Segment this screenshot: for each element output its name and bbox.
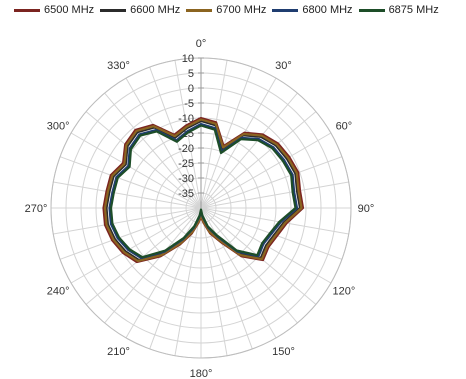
legend-item-6600: 6600 MHz — [100, 4, 180, 16]
grid-spoke — [125, 207, 202, 339]
radial-tick-label: -20 — [178, 143, 194, 155]
legend-label-6875: 6875 MHz — [388, 4, 439, 16]
angle-tick-label: 60° — [336, 121, 353, 133]
grid-spoke — [104, 207, 202, 324]
grid-spoke — [70, 207, 202, 284]
grid-spoke — [200, 207, 298, 324]
grid-spoke — [200, 132, 332, 209]
angle-tick-label: 210° — [107, 346, 130, 358]
radial-tick-label: 0 — [188, 83, 194, 95]
radial-tick-label: 5 — [188, 68, 194, 80]
radial-tick-label: -35 — [178, 188, 194, 200]
legend-swatch-6500 — [14, 8, 40, 12]
legend-label-6700: 6700 MHz — [216, 4, 267, 16]
angle-tick-label: 330° — [107, 60, 130, 72]
legend-swatch-6700 — [186, 8, 213, 12]
radial-tick-label: -5 — [184, 98, 194, 110]
legend-item-6875: 6875 MHz — [358, 4, 439, 16]
grid-spoke — [70, 132, 202, 209]
angle-tick-label: 240° — [47, 286, 70, 298]
angle-tick-label: 120° — [333, 286, 356, 298]
grid-spoke — [200, 207, 228, 356]
legend-item-6700: 6700 MHz — [186, 4, 266, 16]
legend-item-6500: 6500 MHz — [14, 4, 94, 16]
grid-spoke — [59, 156, 202, 209]
grid-spoke — [85, 111, 202, 209]
angle-tick-label: 180° — [190, 368, 213, 379]
grid-spoke — [125, 77, 202, 209]
angle-tick-label: 90° — [358, 203, 375, 215]
legend: 6500 MHz 6600 MHz 6700 MHz 6800 MHz 6875… — [14, 4, 445, 16]
series-line-6875-mhz — [109, 124, 297, 259]
angle-tick-label: 0° — [196, 38, 207, 50]
angle-tick-label: 30° — [275, 60, 292, 72]
grid-spoke — [200, 207, 277, 339]
grid-spoke — [174, 60, 202, 209]
legend-label-6600: 6600 MHz — [130, 4, 181, 16]
grid-spoke — [200, 111, 317, 209]
series-line-6700-mhz — [103, 118, 303, 263]
grid-spoke — [200, 66, 253, 209]
grid-spoke — [53, 207, 202, 235]
legend-swatch-6800 — [272, 8, 299, 12]
legend-label-6800: 6800 MHz — [302, 4, 353, 16]
legend-label-6500: 6500 MHz — [44, 4, 95, 16]
angle-tick-label: 270° — [25, 203, 48, 215]
angle-tick-label: 300° — [47, 121, 70, 133]
grid-spoke — [200, 207, 349, 235]
grid-spoke — [200, 92, 298, 209]
legend-item-6800: 6800 MHz — [272, 4, 353, 16]
radial-tick-label: -10 — [178, 113, 194, 125]
grid-spoke — [200, 60, 228, 209]
grid-spoke — [200, 156, 343, 209]
grid-spoke — [53, 181, 202, 209]
grid-spoke — [174, 207, 202, 356]
grid-spoke — [59, 207, 202, 260]
angle-tick-label: 150° — [272, 346, 295, 358]
grid-spoke — [200, 77, 277, 209]
grid-spoke — [104, 92, 202, 209]
grid-spoke — [200, 181, 349, 209]
legend-swatch-6600 — [100, 8, 127, 12]
radial-tick-label: -30 — [178, 173, 194, 185]
radial-tick-label: -25 — [178, 158, 194, 170]
radial-tick-label: 10 — [182, 53, 194, 65]
legend-swatch-6875 — [358, 8, 385, 12]
